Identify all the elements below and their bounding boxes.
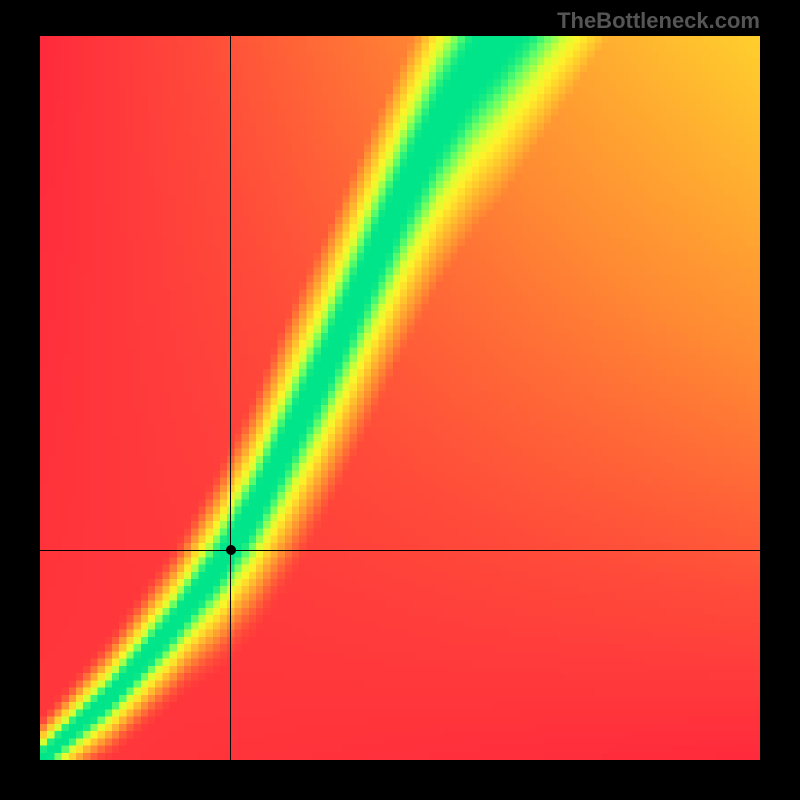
crosshair-horizontal-line: [40, 550, 760, 551]
crosshair-marker-dot: [226, 545, 236, 555]
bottleneck-heatmap: [40, 36, 760, 760]
watermark-text: TheBottleneck.com: [557, 8, 760, 34]
crosshair-vertical-line: [230, 36, 231, 760]
